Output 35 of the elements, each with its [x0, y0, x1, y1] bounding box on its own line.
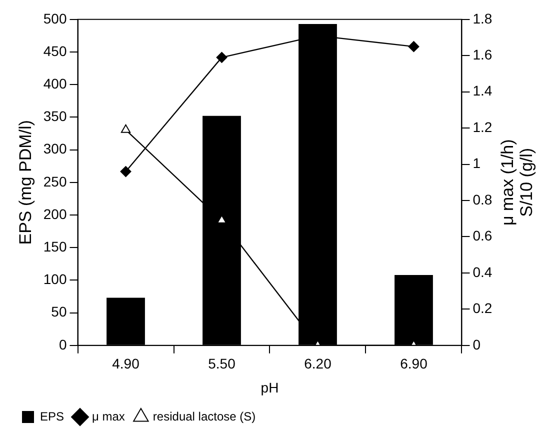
legend-label: residual lactose (S) [152, 409, 256, 424]
y-axis-title: EPS (mg PDM/l) [16, 120, 35, 245]
y2-tick-label: 0.6 [472, 228, 492, 244]
y2-tick-label: 0.8 [472, 191, 492, 208]
y2-tick-label: 1.8 [472, 10, 492, 26]
legend-label: μ max [92, 409, 125, 424]
y2-tick-label: 0 [472, 336, 481, 352]
y-tick-label: 250 [43, 173, 67, 190]
y2-tick-label: 1 [472, 155, 481, 172]
y2-axis-title: μ max (1/h) S/10 (g/l) [498, 139, 536, 226]
y-tick-label: 100 [43, 271, 67, 288]
y-tick-label: 300 [43, 140, 67, 157]
y2-tick-label: 0.4 [472, 264, 492, 280]
y2-tick-label: 1.2 [472, 118, 492, 135]
x-axis-title: pH [260, 379, 279, 396]
y2-tick-label: 1.6 [472, 46, 492, 62]
y-tick-label: 500 [43, 10, 67, 26]
x-tick-label: 4.90 [112, 356, 140, 372]
point [120, 124, 131, 133]
y2-tick-label: 1.4 [472, 82, 492, 99]
x-tick-label: 5.50 [208, 356, 236, 372]
point [120, 166, 132, 178]
x-tick-label: 6.90 [400, 356, 428, 372]
y-tick-label: 150 [43, 238, 67, 254]
y-tick-label: 350 [43, 108, 67, 124]
point [216, 52, 228, 63]
y-tick-label: 0 [58, 336, 67, 352]
y-tick-label: 50 [51, 304, 67, 320]
y2-tick-label: 0.2 [472, 300, 492, 316]
y-tick-label: 450 [43, 42, 67, 59]
point [408, 41, 420, 52]
legend-label: EPS [40, 409, 64, 424]
y-tick-label: 400 [43, 75, 67, 92]
y-tick-label: 200 [43, 206, 67, 222]
x-tick-label: 6.20 [304, 356, 332, 372]
